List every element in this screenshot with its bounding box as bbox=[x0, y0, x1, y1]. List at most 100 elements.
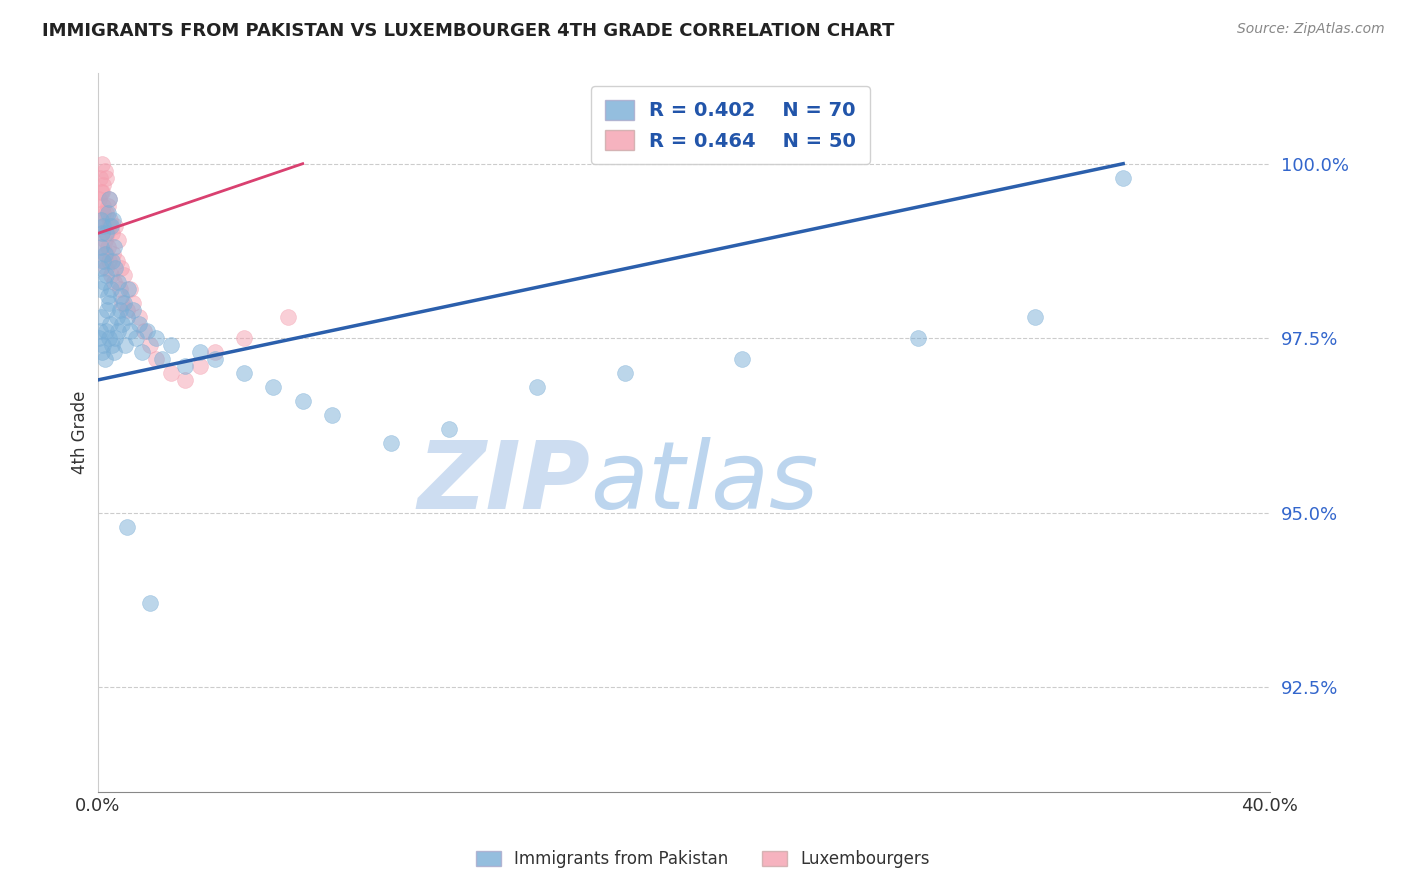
Point bbox=[93, 219, 115, 234]
Point bbox=[101, 247, 124, 261]
Point bbox=[104, 331, 127, 345]
Point bbox=[136, 324, 159, 338]
Point bbox=[526, 380, 548, 394]
Legend: R = 0.402    N = 70, R = 0.464    N = 50: R = 0.402 N = 70, R = 0.464 N = 50 bbox=[591, 87, 870, 164]
Point bbox=[277, 310, 299, 325]
Point bbox=[907, 331, 929, 345]
Point bbox=[90, 185, 112, 199]
Point bbox=[731, 352, 754, 367]
Point bbox=[96, 247, 118, 261]
Point bbox=[117, 282, 139, 296]
Point bbox=[128, 310, 150, 325]
Point bbox=[89, 261, 111, 276]
Point bbox=[150, 352, 173, 367]
Point bbox=[97, 192, 120, 206]
Point bbox=[91, 227, 114, 241]
Point bbox=[204, 352, 226, 367]
Point bbox=[87, 192, 110, 206]
Point bbox=[94, 254, 117, 268]
Text: atlas: atlas bbox=[591, 437, 818, 528]
Point bbox=[204, 345, 226, 359]
Point bbox=[98, 254, 121, 268]
Point bbox=[100, 268, 122, 283]
Point bbox=[101, 254, 124, 268]
Point bbox=[105, 254, 128, 268]
Point bbox=[96, 227, 118, 241]
Point bbox=[104, 261, 127, 276]
Point bbox=[98, 296, 121, 310]
Point bbox=[101, 212, 124, 227]
Point bbox=[103, 240, 125, 254]
Point bbox=[96, 261, 118, 276]
Point bbox=[101, 227, 124, 241]
Point bbox=[89, 324, 111, 338]
Point bbox=[188, 359, 211, 373]
Point bbox=[96, 268, 118, 283]
Text: ZIP: ZIP bbox=[418, 437, 591, 529]
Point bbox=[188, 345, 211, 359]
Point bbox=[90, 240, 112, 254]
Point bbox=[100, 219, 122, 234]
Point bbox=[321, 408, 343, 422]
Point bbox=[90, 212, 112, 227]
Point bbox=[110, 289, 132, 303]
Point bbox=[89, 282, 111, 296]
Point bbox=[100, 282, 122, 296]
Point bbox=[108, 303, 131, 318]
Point bbox=[93, 275, 115, 289]
Point bbox=[87, 331, 110, 345]
Point bbox=[134, 324, 156, 338]
Point bbox=[111, 296, 134, 310]
Point bbox=[91, 198, 114, 212]
Point bbox=[614, 366, 637, 380]
Point bbox=[160, 338, 183, 352]
Point bbox=[91, 185, 114, 199]
Point bbox=[91, 254, 114, 268]
Point bbox=[262, 380, 284, 394]
Y-axis label: 4th Grade: 4th Grade bbox=[72, 391, 89, 474]
Point bbox=[160, 366, 183, 380]
Text: IMMIGRANTS FROM PAKISTAN VS LUXEMBOURGER 4TH GRADE CORRELATION CHART: IMMIGRANTS FROM PAKISTAN VS LUXEMBOURGER… bbox=[42, 22, 894, 40]
Point bbox=[121, 303, 143, 318]
Point bbox=[105, 310, 128, 325]
Point bbox=[96, 170, 118, 185]
Point bbox=[115, 303, 138, 318]
Point bbox=[89, 212, 111, 227]
Point bbox=[108, 282, 131, 296]
Point bbox=[437, 422, 460, 436]
Point bbox=[115, 310, 138, 325]
Point bbox=[89, 170, 111, 185]
Point bbox=[121, 296, 143, 310]
Point bbox=[93, 240, 115, 254]
Point bbox=[174, 373, 197, 387]
Point bbox=[107, 324, 129, 338]
Point bbox=[98, 212, 121, 227]
Point bbox=[98, 317, 121, 331]
Point bbox=[128, 317, 150, 331]
Point bbox=[115, 519, 138, 533]
Legend: Immigrants from Pakistan, Luxembourgers: Immigrants from Pakistan, Luxembourgers bbox=[470, 844, 936, 875]
Point bbox=[96, 303, 118, 318]
Point bbox=[111, 317, 134, 331]
Point bbox=[97, 198, 120, 212]
Point bbox=[97, 289, 120, 303]
Point bbox=[114, 338, 136, 352]
Point bbox=[112, 268, 135, 283]
Point bbox=[89, 310, 111, 325]
Point bbox=[174, 359, 197, 373]
Point bbox=[93, 205, 115, 219]
Point bbox=[291, 393, 314, 408]
Point bbox=[94, 227, 117, 241]
Point bbox=[97, 240, 120, 254]
Point bbox=[124, 331, 146, 345]
Point bbox=[131, 345, 153, 359]
Point bbox=[93, 219, 115, 234]
Point bbox=[94, 205, 117, 219]
Point bbox=[112, 296, 135, 310]
Point bbox=[97, 205, 120, 219]
Point bbox=[103, 345, 125, 359]
Point bbox=[91, 345, 114, 359]
Point bbox=[107, 275, 129, 289]
Point bbox=[145, 352, 167, 367]
Point bbox=[107, 234, 129, 248]
